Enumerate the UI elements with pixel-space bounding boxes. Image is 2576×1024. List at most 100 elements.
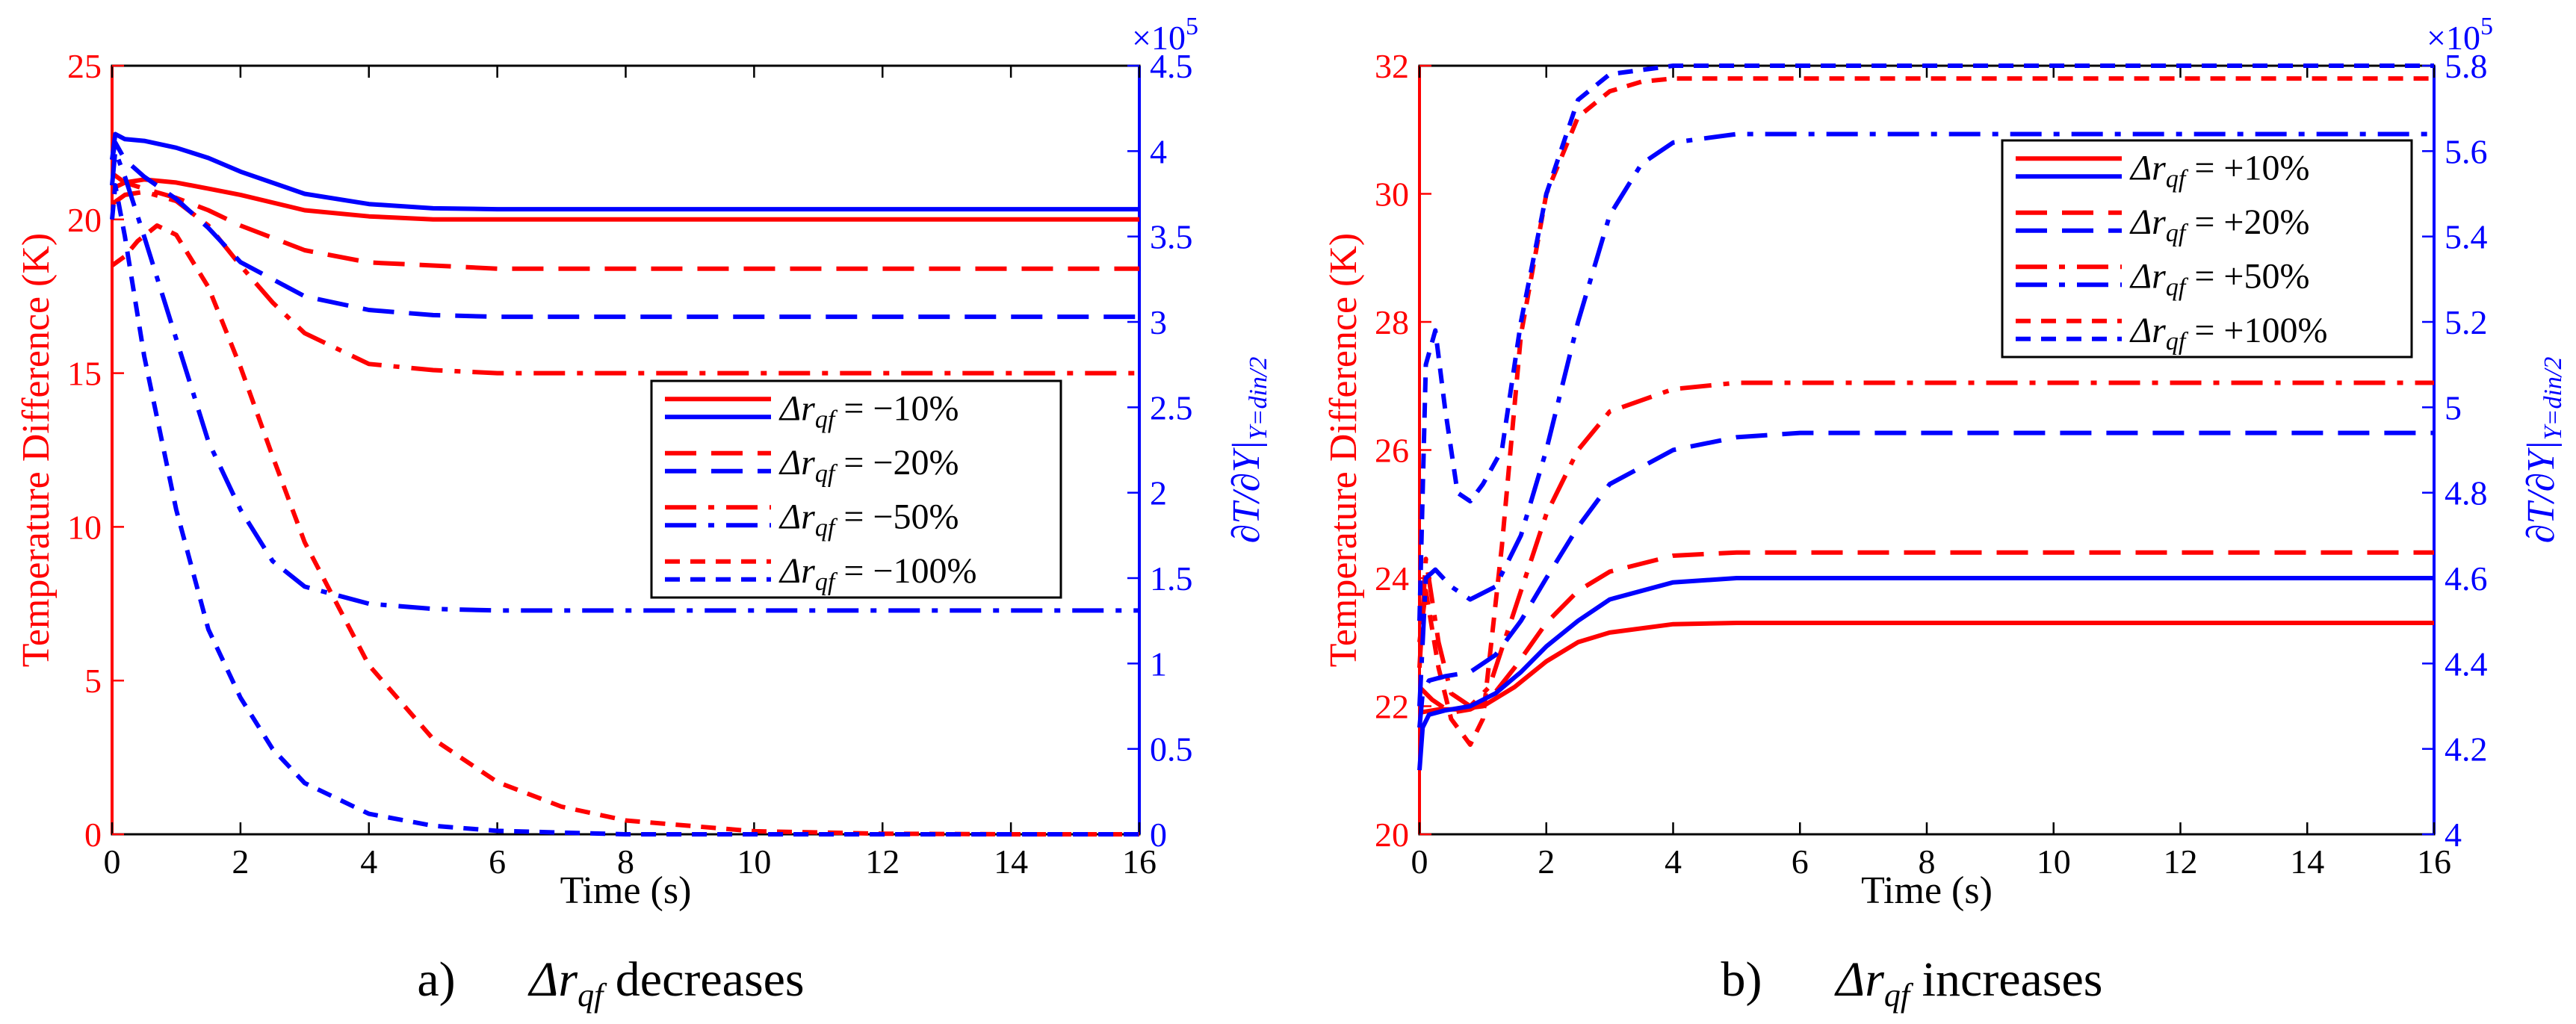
legend-label-sub: qf — [815, 460, 838, 488]
series-line — [1417, 576, 2434, 771]
y-right-axis-label-sub: Y=din/2 — [1245, 357, 1272, 441]
chart-panel-b: 0 2 4 6 8 10 12 14 162022242628303244.24.44.64.8… — [1322, 13, 2567, 1014]
exponent-base: ×10 — [1132, 19, 1186, 57]
legend-label-value: = +20% — [2185, 202, 2309, 242]
y-left-tick-label: 20 — [67, 201, 102, 239]
legend-label-sub: qf — [815, 514, 838, 542]
y-left-tick-label: 5 — [84, 662, 102, 700]
y-right-tick-label: 4.6 — [2445, 559, 2488, 598]
caption-letter: b) — [1721, 952, 1762, 1007]
legend-label-symbol: Δr — [778, 497, 815, 536]
y-left-tick-label: 28 — [1375, 303, 1409, 341]
x-axis-label: Time (s) — [560, 869, 692, 912]
series-line — [1417, 380, 2434, 709]
x-tick-label: 2 — [232, 843, 249, 881]
legend-label: Δrqf = +50% — [2129, 256, 2309, 301]
y-right-tick-label: 1 — [1150, 645, 1167, 683]
legend-label-sub: qf — [2166, 273, 2189, 301]
series-line — [1417, 131, 2434, 707]
y-left-tick-label: 0 — [84, 816, 102, 854]
y-right-axis-label: ∂T/∂Y|Y=din/2 — [1225, 357, 1272, 544]
y-right-axis-label: ∂T/∂Y|Y=din/2 — [2520, 357, 2567, 544]
caption-gap — [1762, 952, 1836, 1007]
y-right-tick-label: 4 — [2445, 816, 2462, 854]
y-right-tick-label: 2 — [1150, 474, 1167, 512]
x-tick-label: 8 — [1919, 843, 1936, 881]
legend-label: Δrqf = +10% — [2129, 148, 2309, 193]
caption-space — [603, 952, 616, 1007]
x-tick-label: 12 — [2164, 843, 2198, 881]
y-left-axis-label: Temperature Difference (K) — [15, 233, 58, 668]
series-line — [1417, 550, 2434, 716]
legend-label-sub: qf — [2166, 328, 2189, 356]
legend-label: Δrqf = −50% — [778, 497, 959, 542]
y-right-tick-label: 5.6 — [2445, 132, 2488, 170]
y-right-tick-label: 4.8 — [2445, 474, 2488, 512]
caption-symbol: Δr — [527, 952, 578, 1007]
y-right-tick-label: 5 — [2445, 388, 2462, 426]
legend: Δrqf = +10%Δrqf = +20%Δrqf = +50%Δrqf = … — [2001, 139, 2413, 359]
caption-subscript: qf — [578, 977, 607, 1014]
legend-label-sub: qf — [2166, 220, 2189, 247]
y-right-tick-label: 1.5 — [1150, 559, 1193, 598]
series-line — [111, 189, 1139, 376]
series-line — [110, 131, 1139, 212]
legend-label-value: = +10% — [2185, 148, 2309, 187]
caption-letter: a) — [417, 952, 455, 1007]
x-tick-label: 14 — [2290, 843, 2324, 881]
x-tick-label: 0 — [1411, 843, 1428, 881]
series-line — [1417, 76, 2434, 747]
caption-space — [1910, 952, 1922, 1007]
series-line — [1417, 430, 2434, 728]
legend-label-sub: qf — [815, 568, 838, 596]
x-tick-label: 10 — [2037, 843, 2071, 881]
exponent-base: ×10 — [2427, 19, 2480, 57]
caption-gap — [456, 952, 530, 1007]
legend-label-value: = +100% — [2185, 311, 2327, 350]
legend-label: Δrqf = +100% — [2129, 311, 2327, 356]
panel-caption: a) Δrqf decreases — [417, 952, 804, 1014]
y-left-tick-label: 22 — [1375, 688, 1409, 726]
y-left-tick-label: 32 — [1375, 47, 1409, 85]
legend: Δrqf = −10%Δrqf = −20%Δrqf = −50%Δrqf = … — [650, 379, 1062, 599]
chart-panel-a: 0 2 4 6 8 10 12 14 16051015202500.511.522.533.54… — [15, 13, 1272, 1014]
legend-label-value: = +50% — [2185, 256, 2309, 296]
legend-label-value: = −10% — [835, 388, 959, 428]
legend-label-sub: qf — [815, 406, 838, 433]
x-tick-label: 6 — [489, 843, 506, 881]
y-right-tick-label: 4.4 — [2445, 645, 2488, 683]
legend-label-symbol: Δr — [2129, 148, 2166, 187]
legend-label-symbol: Δr — [778, 443, 815, 482]
legend-label: Δrqf = −10% — [778, 388, 959, 433]
y-right-tick-label: 5.8 — [2445, 47, 2488, 85]
y-right-tick-label: 5.4 — [2445, 218, 2488, 256]
exponent-label: ×105 — [1132, 13, 1198, 57]
legend-label: Δrqf = −100% — [778, 551, 976, 596]
y-right-axis-label-main: ∂T/∂Y| — [2520, 440, 2563, 543]
y-left-tick-label: 15 — [67, 355, 102, 393]
exponent-power: 5 — [2480, 13, 2493, 40]
x-tick-label: 16 — [2417, 843, 2451, 881]
series-line — [110, 183, 1139, 837]
x-tick-label: 2 — [1538, 843, 1555, 881]
panel-caption: b) Δrqf increases — [1721, 952, 2102, 1014]
y-right-tick-label: 3.5 — [1150, 218, 1193, 256]
legend-label-symbol: Δr — [2129, 256, 2166, 296]
y-left-tick-label: 26 — [1375, 432, 1409, 470]
legend-label-symbol: Δr — [778, 388, 815, 428]
y-right-tick-label: 4.2 — [2445, 730, 2488, 769]
caption-subscript: qf — [1884, 977, 1914, 1014]
exponent-label: ×105 — [2427, 13, 2493, 57]
legend-label-sub: qf — [2166, 165, 2189, 193]
y-left-axis-label: Temperature Difference (K) — [1322, 233, 1365, 668]
legend-label: Δrqf = −20% — [778, 443, 959, 488]
series-line — [111, 223, 1139, 837]
x-tick-label: 8 — [617, 843, 634, 881]
x-tick-label: 4 — [1665, 843, 1682, 881]
series-line — [110, 140, 1139, 320]
legend-label-value: = −50% — [835, 497, 959, 536]
y-right-axis-label-sub: Y=din/2 — [2539, 357, 2567, 441]
series-line — [111, 177, 1139, 222]
y-left-tick-label: 25 — [67, 47, 102, 85]
